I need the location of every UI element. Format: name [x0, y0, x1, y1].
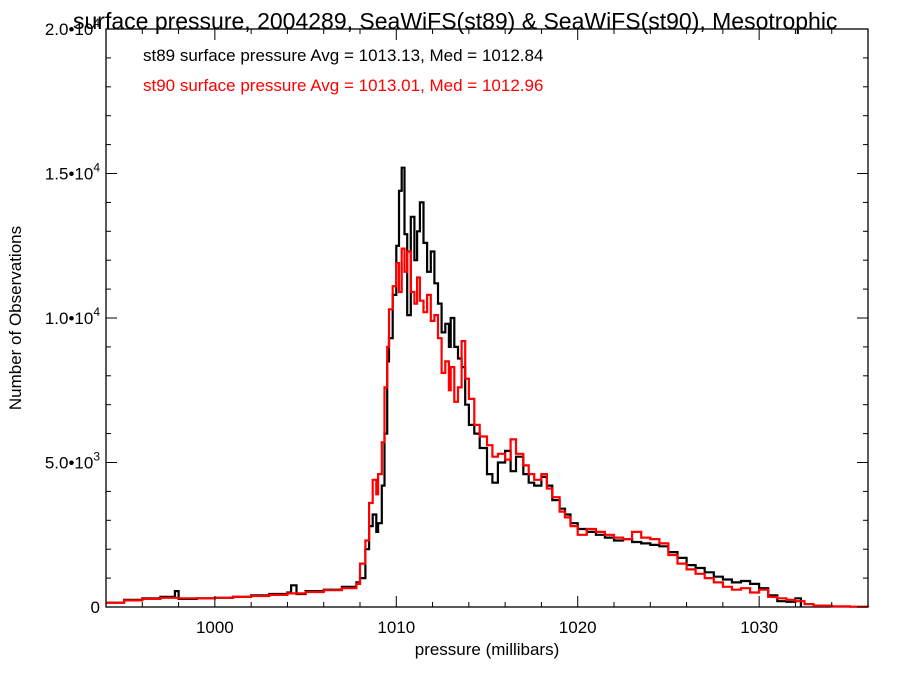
x-tick-label: 1000 — [196, 618, 234, 637]
y-tick-label: 0 — [91, 598, 100, 617]
x-tick-label: 1030 — [740, 618, 778, 637]
x-axis-title: pressure (millibars) — [415, 640, 560, 659]
chart-title: surface pressure, 2004289, SeaWiFS(st89)… — [73, 8, 837, 34]
series-layer — [106, 166, 870, 608]
y-tick-label: 1.5•104 — [45, 161, 101, 184]
legend-entry-st89: st89 surface pressure Avg = 1013.13, Med… — [143, 46, 543, 65]
y-axis-title: Number of Observations — [6, 226, 25, 410]
x-tick-label: 1010 — [377, 618, 415, 637]
series-line-st90 — [106, 247, 870, 608]
plot-frame — [105, 28, 869, 608]
y-tick-label: 2.0•104 — [45, 16, 101, 39]
legend-entry-st90: st90 surface pressure Avg = 1013.01, Med… — [143, 76, 543, 95]
legend: st89 surface pressure Avg = 1013.13, Med… — [143, 46, 543, 95]
plot-area: 1000 1010 1020 1030 0 5.0•103 1.0•104 1.5•104 2.… — [45, 16, 870, 637]
y-tick-label: 1.0•104 — [45, 305, 101, 328]
ticks-layer: 1000 1010 1020 1030 0 5.0•103 1.0•104 1.5•104 2.… — [45, 16, 869, 637]
x-tick-label: 1020 — [559, 618, 597, 637]
y-tick-label: 5.0•103 — [45, 450, 101, 473]
